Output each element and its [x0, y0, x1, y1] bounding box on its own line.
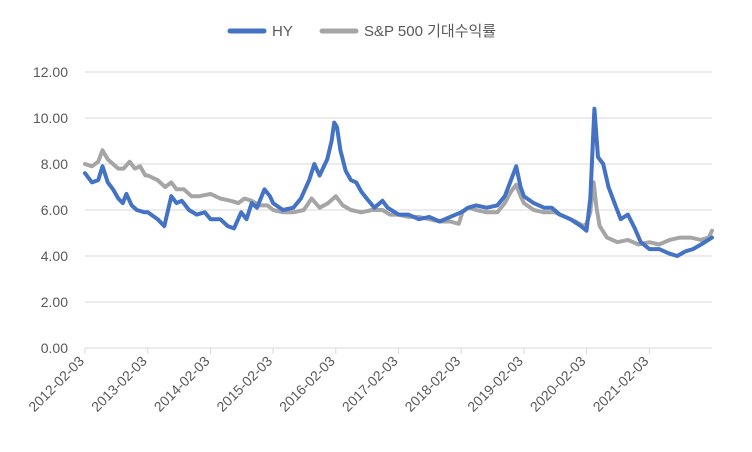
series-lines [83, 106, 714, 258]
y-tick-label: 2.00 [41, 294, 68, 310]
series-line-hy [83, 106, 714, 258]
legend-label-hy: HY [272, 23, 293, 40]
y-axis: 0.00 2.00 4.00 6.00 8.00 10.00 12.00 [33, 64, 68, 356]
y-tick-label: 4.00 [41, 248, 68, 264]
legend: HY S&P 500 기대수익률 [227, 23, 496, 40]
y-tick-label: 8.00 [41, 156, 68, 172]
y-tick-label: 0.00 [41, 340, 68, 356]
legend-label-sp500: S&P 500 기대수익률 [364, 23, 496, 40]
y-tick-label: 6.00 [41, 202, 68, 218]
series-line-sp500 [83, 148, 714, 247]
y-tick-label: 10.00 [33, 110, 68, 126]
y-tick-label: 12.00 [33, 64, 68, 80]
gridlines [85, 71, 712, 303]
